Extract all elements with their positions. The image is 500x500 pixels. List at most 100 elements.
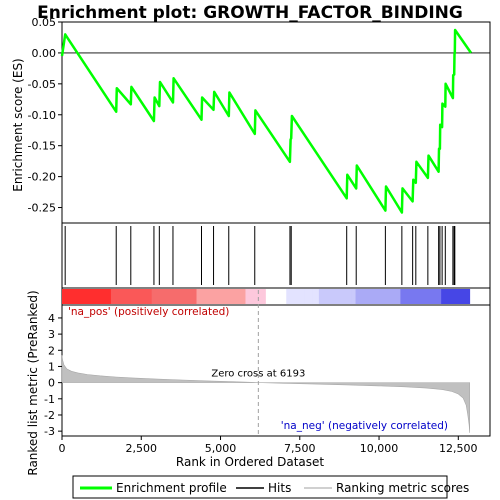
colorbar-segment	[310, 289, 314, 304]
rank-colorbar	[61, 287, 491, 306]
ranked-metric-panel: Zero cross at 6193 'na_pos' (positively c…	[44, 290, 491, 455]
colorbar-segment	[131, 289, 134, 304]
colorbar-segment	[190, 289, 193, 304]
colorbar-segment	[231, 289, 234, 304]
metric-axis-label: Ranked list metric (PreRanked)	[26, 290, 40, 475]
colorbar-segment	[202, 289, 206, 304]
colorbar-segment	[455, 289, 458, 304]
colorbar-segment	[196, 289, 199, 304]
es-axis-label: Enrichment score (ES)	[11, 58, 25, 191]
colorbar-segment	[123, 289, 126, 304]
colorbar-segment	[141, 289, 144, 304]
colorbar-segment	[249, 289, 252, 304]
colorbar-segment	[251, 289, 255, 304]
colorbar-segment	[463, 289, 467, 304]
colorbar-segment	[72, 289, 75, 304]
colorbar-segment	[261, 289, 265, 304]
colorbar-segment	[263, 289, 267, 304]
colorbar-segment	[355, 289, 358, 304]
colorbar-segment	[408, 289, 411, 304]
colorbar-segment	[304, 289, 308, 304]
colorbar-segment	[121, 289, 124, 304]
colorbar-segment	[125, 289, 128, 304]
colorbar-segment	[180, 289, 183, 304]
colorbar-segment	[302, 289, 305, 304]
colorbar-segment	[257, 289, 261, 304]
metric-y-tick-label: 4	[48, 312, 55, 325]
colorbar-segment	[284, 289, 287, 304]
colorbar-segment	[239, 289, 242, 304]
colorbar-segment	[449, 289, 452, 304]
colorbar-segment	[386, 289, 389, 304]
es-y-tick-label: -0.20	[28, 171, 56, 184]
colorbar-segment	[157, 289, 161, 304]
colorbar-segment	[357, 289, 361, 304]
x-tick-label: 10,000	[360, 442, 399, 455]
colorbar-segment	[306, 289, 310, 304]
x-tick-label: 0	[59, 442, 66, 455]
colorbar-segment	[115, 289, 118, 304]
x-tick-label: 2,500	[126, 442, 158, 455]
chart-title: Enrichment plot: GROWTH_FACTOR_BINDING	[37, 3, 463, 23]
colorbar-segment	[200, 289, 204, 304]
colorbar-segment	[165, 289, 169, 304]
colorbar-segment	[276, 289, 279, 304]
metric-y-tick-label: 2	[48, 344, 55, 357]
colorbar-segment	[433, 289, 436, 304]
colorbar-segment	[186, 289, 189, 304]
colorbar-segment	[390, 289, 393, 304]
colorbar-segment	[382, 289, 385, 304]
colorbar-segment	[147, 289, 151, 304]
colorbar-segment	[237, 289, 240, 304]
colorbar-segment	[292, 289, 295, 304]
colorbar-segment	[453, 289, 456, 304]
colorbar-segment	[322, 289, 326, 304]
colorbar-segment	[96, 289, 100, 304]
colorbar-segment	[119, 289, 122, 304]
colorbar-segment	[174, 289, 177, 304]
colorbar-segment	[170, 289, 173, 304]
colorbar-segment	[112, 289, 116, 304]
es-y-tick-label: 0.00	[32, 47, 57, 60]
colorbar-segment	[467, 289, 471, 304]
colorbar-segment	[439, 289, 442, 304]
colorbar-segment	[204, 289, 208, 304]
enrichment-score-panel: 0.05 0.00 -0.05 -0.10 -0.15 -0.20 -0.25	[28, 16, 491, 224]
colorbar-segment	[161, 289, 165, 304]
es-y-tick-label: -0.10	[28, 109, 56, 122]
legend-label-metric: Ranking metric scores	[336, 481, 469, 495]
colorbar-segment	[223, 289, 226, 304]
colorbar-segment	[243, 289, 246, 304]
colorbar-segment	[235, 289, 238, 304]
colorbar-segment	[392, 289, 395, 304]
colorbar-segment	[377, 289, 381, 304]
colorbar-segment	[184, 289, 187, 304]
colorbar-segment	[426, 289, 430, 304]
metric-y-tick-label: -3	[44, 425, 55, 438]
zero-cross-label: Zero cross at 6193	[211, 369, 305, 380]
colorbar-segment	[341, 289, 344, 304]
colorbar-segment	[402, 289, 405, 304]
colorbar-segment	[435, 289, 438, 304]
x-tick-label: 12,500	[439, 442, 478, 455]
colorbar-segment	[294, 289, 297, 304]
colorbar-segment	[347, 289, 350, 304]
colorbar-segment	[70, 289, 73, 304]
legend-box	[72, 475, 448, 499]
colorbar-segment	[300, 289, 303, 304]
colorbar-segment	[221, 289, 224, 304]
colorbar-segment	[267, 289, 271, 304]
colorbar-segment	[333, 289, 336, 304]
colorbar-segment	[253, 289, 257, 304]
colorbar-segment	[149, 289, 153, 304]
colorbar-segment	[410, 289, 414, 304]
colorbar-segment	[363, 289, 367, 304]
colorbar-segment	[76, 289, 79, 304]
colorbar-segment	[459, 289, 462, 304]
colorbar-segment	[394, 289, 397, 304]
colorbar-segment	[188, 289, 191, 304]
colorbar-segment	[400, 289, 403, 304]
colorbar-segment	[335, 289, 338, 304]
colorbar-segment	[92, 289, 96, 304]
